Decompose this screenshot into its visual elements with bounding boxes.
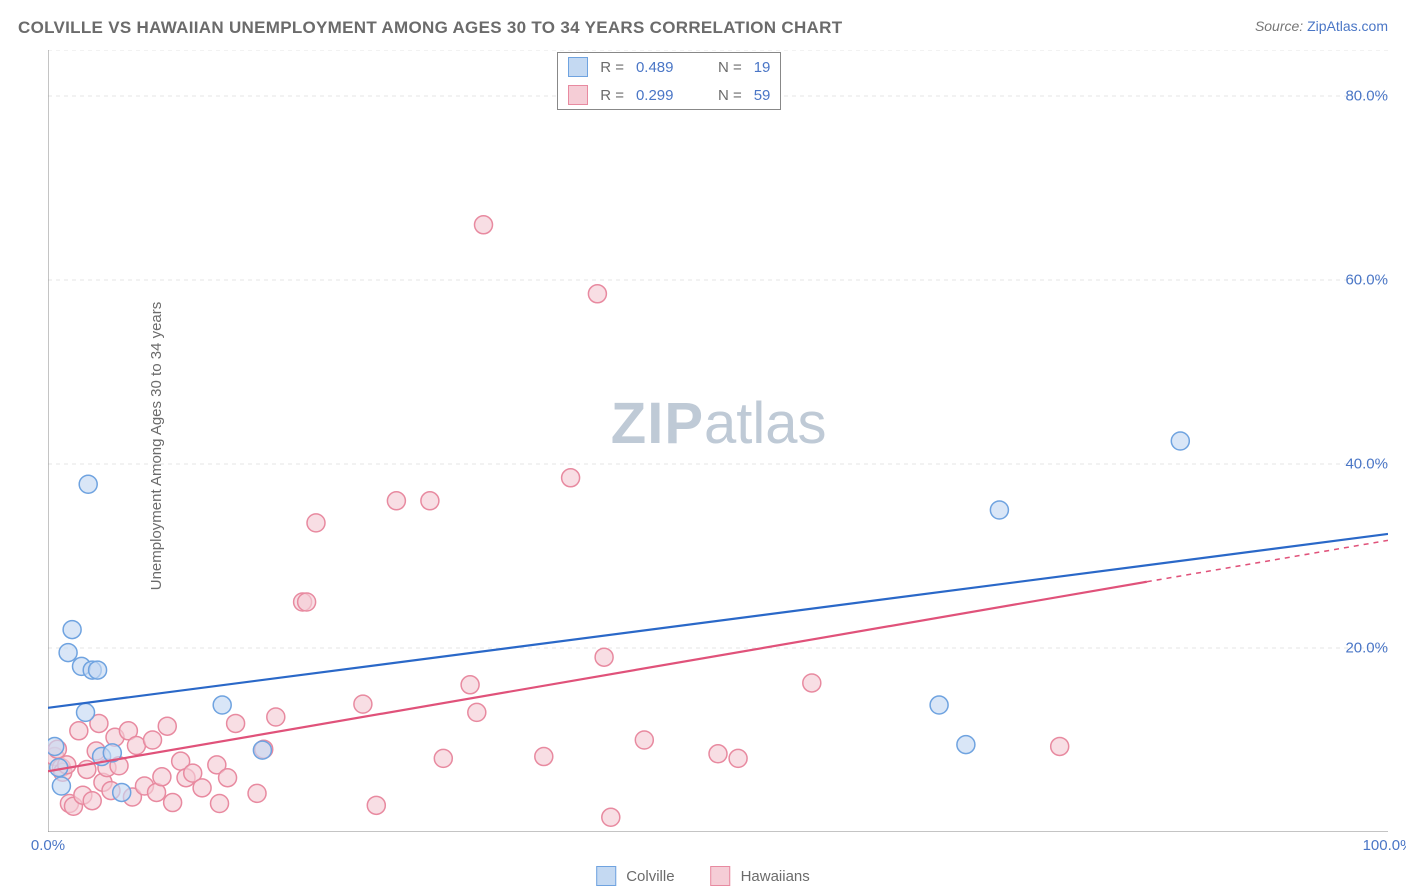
x-tick-label: 100.0% xyxy=(1363,837,1406,854)
scatter-plot-svg xyxy=(48,50,1388,832)
source-credit: Source: ZipAtlas.com xyxy=(1255,18,1388,34)
n-label: N = xyxy=(718,59,742,76)
y-tick-label: 20.0% xyxy=(1345,640,1388,657)
legend-swatch xyxy=(711,866,731,886)
legend-item: Hawaiians xyxy=(711,866,810,886)
legend-swatch xyxy=(568,57,588,77)
correlation-legend: R = 0.489 N = 19 R = 0.299 N = 59 xyxy=(557,52,781,110)
y-tick-label: 40.0% xyxy=(1345,456,1388,473)
x-tick-label: 0.0% xyxy=(31,837,65,854)
correlation-row: R = 0.489 N = 19 xyxy=(558,53,780,81)
legend-label: Hawaiians xyxy=(741,868,810,885)
legend-item: Colville xyxy=(596,866,674,886)
legend-swatch xyxy=(596,866,616,886)
r-value: 0.299 xyxy=(636,87,690,104)
chart-title: COLVILLE VS HAWAIIAN UNEMPLOYMENT AMONG … xyxy=(18,18,842,37)
r-label: R = xyxy=(600,59,624,76)
correlation-row: R = 0.299 N = 59 xyxy=(558,81,780,109)
plot-area: ZIPatlas R =0.489N =19R =0.299N =59 xyxy=(48,50,1388,832)
legend-label: Colville xyxy=(626,868,674,885)
n-label: N = xyxy=(718,87,742,104)
y-tick-label: 80.0% xyxy=(1345,88,1388,105)
n-value: 59 xyxy=(754,87,771,104)
y-tick-label: 60.0% xyxy=(1345,272,1388,289)
source-label: Source: xyxy=(1255,18,1307,34)
header: COLVILLE VS HAWAIIAN UNEMPLOYMENT AMONG … xyxy=(18,18,1388,46)
r-value: 0.489 xyxy=(636,59,690,76)
source-site: ZipAtlas.com xyxy=(1307,18,1388,34)
n-value: 19 xyxy=(754,59,771,76)
series-legend: Colville Hawaiians xyxy=(596,866,810,886)
legend-swatch xyxy=(568,85,588,105)
chart-container: COLVILLE VS HAWAIIAN UNEMPLOYMENT AMONG … xyxy=(0,0,1406,892)
r-label: R = xyxy=(600,87,624,104)
